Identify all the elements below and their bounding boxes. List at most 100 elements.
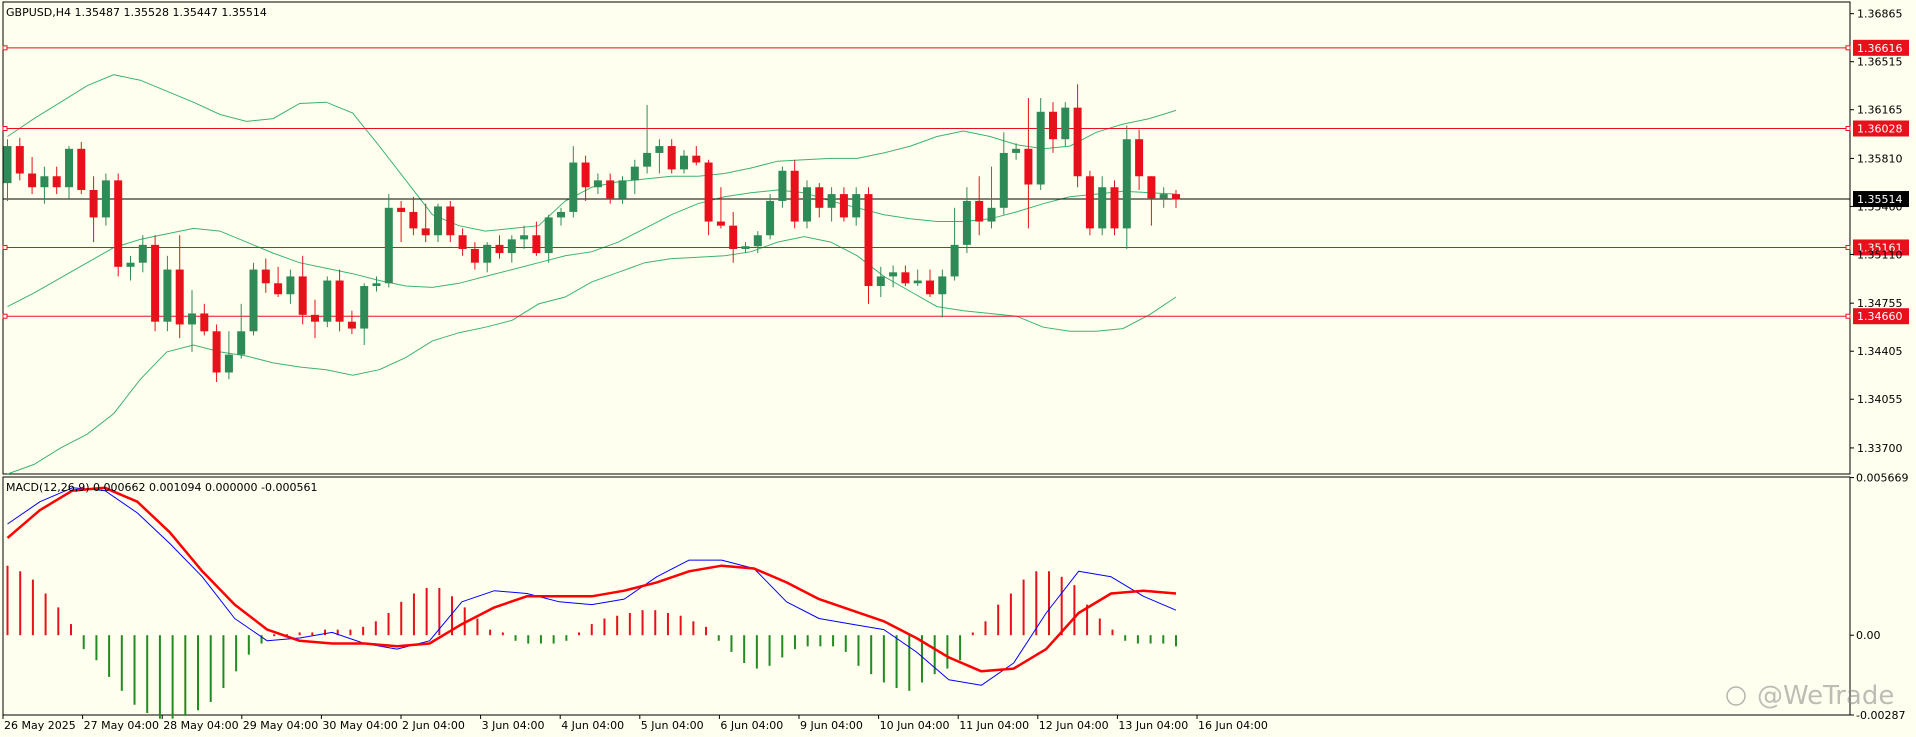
bear-candle — [446, 206, 455, 236]
macd-histogram-bar — [374, 621, 377, 636]
macd-histogram-bar — [679, 615, 682, 636]
bull-candle — [1122, 139, 1131, 229]
macd-histogram-bar — [997, 604, 1000, 636]
bull-candle — [126, 262, 135, 267]
macd-histogram-bar — [120, 635, 123, 691]
macd-histogram-bar — [946, 635, 949, 669]
level-price-tag — [1853, 120, 1909, 137]
macd-histogram-bar — [1060, 576, 1063, 636]
macd-histogram-bar — [273, 634, 276, 637]
macd-histogram-bar — [933, 635, 936, 675]
bear-candle — [200, 313, 209, 332]
bear-candle — [1172, 194, 1180, 200]
bear-candle — [89, 189, 98, 218]
time-tick-label: 29 May 04:00 — [243, 719, 318, 732]
bull-candle — [249, 269, 258, 332]
level-anchor-right — [1845, 313, 1851, 319]
bear-candle — [261, 269, 270, 284]
price-axis: 1.36616 1.36028 1.35161 1.34660 1.36865 1.365… — [1850, 8, 1909, 455]
level-anchor-left — [2, 126, 8, 132]
horizontal-levels — [2, 45, 1851, 319]
macd-histogram-bar — [628, 612, 631, 636]
time-tick-label: 26 May 2025 — [4, 719, 76, 732]
macd-histogram-bar — [870, 635, 873, 675]
level-price-label: 1.36616 — [1857, 42, 1903, 55]
bull-candle — [101, 180, 110, 218]
bear-candle — [1135, 139, 1144, 177]
bear-candle — [274, 283, 283, 295]
macd-histogram-bar — [857, 635, 860, 666]
signal-line — [6, 486, 1177, 673]
bear-candle — [606, 180, 615, 199]
macd-histogram-bar — [552, 635, 555, 644]
macd-histogram-bar — [1124, 635, 1127, 641]
macd-histogram-bar — [387, 612, 390, 636]
time-tick-label: 2 Jun 04:00 — [402, 719, 465, 732]
macd-histogram-bar — [730, 635, 733, 652]
macd-histogram-bar — [959, 635, 962, 661]
bear-candle — [335, 280, 344, 322]
macd-histogram-bar — [209, 635, 212, 702]
macd-histogram-bar — [1111, 629, 1114, 636]
macd-histogram-bar — [882, 635, 885, 683]
price-tick-label: 1.34405 — [1857, 345, 1903, 358]
time-tick-label: 5 Jun 04:00 — [641, 719, 704, 732]
bear-candle — [901, 272, 910, 284]
macd-header: MACD(12,26,9) 0.000662 0.001094 0.000000… — [6, 481, 317, 494]
macd-histogram-bar — [616, 615, 619, 636]
macd-histogram-bar — [1009, 593, 1012, 636]
bull-candle — [65, 148, 73, 188]
macd-histogram-bar — [451, 596, 454, 636]
bull-candle — [237, 331, 246, 355]
macd-histogram-bar — [425, 587, 428, 636]
watermark: @WeTrade — [1726, 681, 1894, 711]
macd-histogram-bar — [1098, 618, 1101, 636]
bull-candle — [655, 146, 664, 153]
bull-candle — [618, 180, 627, 199]
current-price-label: 1.35514 — [1857, 193, 1903, 206]
macd-histogram-bar — [247, 635, 250, 655]
time-tick-label: 28 May 04:00 — [163, 719, 238, 732]
bull-candle — [889, 272, 898, 277]
macd-tick-label: 0.00 — [1856, 629, 1881, 642]
bear-candle — [1049, 111, 1057, 140]
macd-histogram-bar — [158, 635, 161, 719]
macd-histogram-bar — [705, 626, 708, 636]
time-tick-label: 16 Jun 04:00 — [1198, 719, 1268, 732]
bollinger-upper-line — [7, 74, 1177, 232]
bull-candle — [1098, 187, 1107, 229]
bull-candle — [766, 200, 775, 236]
bull-candle — [913, 280, 922, 284]
price-panel-frame — [2, 1, 1851, 475]
macd-histogram-bar — [362, 626, 365, 636]
bull-candle — [163, 269, 172, 322]
macd-histogram-bar — [19, 571, 22, 636]
bull-candle — [643, 152, 652, 167]
macd-histogram-bar — [920, 635, 923, 683]
bear-candle — [458, 235, 467, 249]
bull-candle — [384, 207, 393, 284]
bull-candle — [1012, 148, 1021, 153]
macd-histogram-bar — [908, 635, 911, 691]
macd-histogram-bar — [819, 635, 822, 647]
time-tick-label: 10 Jun 04:00 — [880, 719, 950, 732]
macd-histogram-bar — [641, 610, 644, 636]
macd-histogram-bar — [1035, 571, 1038, 636]
level-anchor-left — [2, 244, 8, 250]
level-anchor-right — [1845, 244, 1851, 250]
macd-histogram-bar — [476, 618, 479, 636]
macd-histogram-bar — [412, 593, 415, 636]
macd-histogram-bar — [298, 632, 301, 636]
bull-candle — [803, 187, 811, 222]
bear-candle — [212, 331, 221, 373]
candlesticks[interactable] — [3, 84, 1181, 383]
time-tick-label: 3 Jun 04:00 — [482, 719, 545, 732]
macd-histogram-bar — [1073, 585, 1076, 636]
watermark-text: @WeTrade — [1757, 681, 1894, 711]
macd-histogram-bar — [1022, 579, 1025, 636]
macd-histogram-bar — [44, 593, 47, 636]
macd-histogram-bar — [108, 635, 111, 677]
bear-candle — [692, 155, 701, 163]
bear-candle — [175, 269, 184, 325]
